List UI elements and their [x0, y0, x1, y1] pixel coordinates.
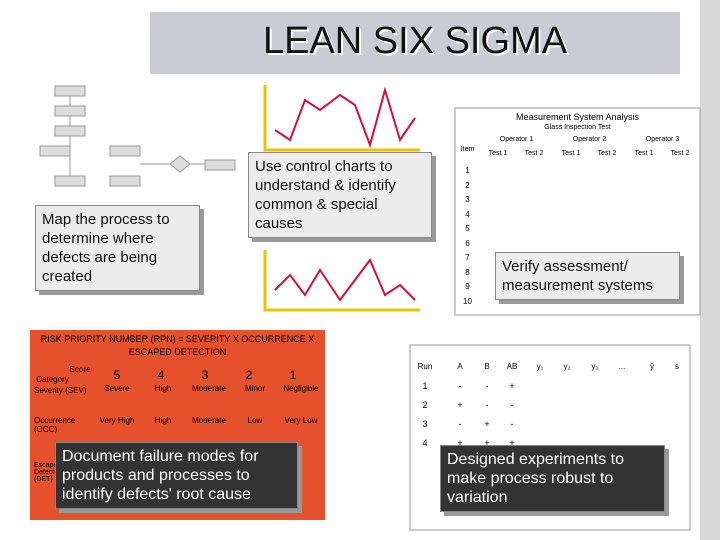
test-header: Test 1: [634, 150, 654, 157]
category: Escaped Detection (DET): [34, 462, 64, 483]
doe-header: y₂: [563, 362, 571, 371]
doe-header: y₃: [591, 362, 599, 371]
score-label: Score: [69, 365, 91, 374]
doe-cell: -: [510, 400, 514, 410]
category: Occurrence (OCC): [34, 416, 76, 434]
doe-header: ȳ: [650, 362, 654, 371]
test-header: Test 1: [561, 150, 581, 157]
callout: Document failure modes for products and …: [55, 442, 298, 509]
doe-cell: +: [484, 438, 490, 448]
score: 5: [113, 368, 121, 382]
item-number: 10: [463, 296, 472, 306]
rating: Moderate: [192, 384, 226, 393]
score: 1: [289, 368, 297, 382]
operator-header: Operator 2: [572, 136, 607, 143]
doe-cell: -: [510, 419, 514, 429]
doe-header: y₁: [536, 362, 544, 371]
item-number: 6: [465, 238, 470, 248]
test-header: Test 1: [488, 150, 508, 157]
category-label: Category: [36, 375, 69, 384]
slide-title: LEAN SIX SIGMA: [262, 20, 568, 62]
item-number: 2: [465, 180, 470, 190]
test-header: Test 2: [524, 150, 544, 157]
rating: Very Low: [284, 416, 318, 425]
rating: Very High: [99, 416, 135, 425]
callout: Map the process to determine where defec…: [35, 205, 200, 291]
doe-header: Run: [417, 362, 433, 371]
item-number: 7: [465, 253, 470, 262]
doe-cell: +: [457, 400, 463, 410]
callout: Use control charts to understand & ident…: [248, 152, 432, 238]
item-number: 1: [465, 166, 470, 175]
callout: Designed experiments to make process rob…: [440, 445, 665, 512]
doe-cell: -: [458, 419, 462, 429]
doe-header: A: [457, 362, 463, 371]
msa-subtitle: Glass Inspection Test: [544, 124, 611, 131]
test-header: Test 2: [670, 150, 690, 157]
score: 4: [157, 368, 165, 382]
item-number: 3: [465, 195, 470, 204]
rating: Moderate: [192, 416, 226, 425]
doe-header: s: [675, 362, 679, 371]
callout: Verify assessment/ measurement systems: [495, 252, 680, 300]
rating: Severe: [104, 384, 130, 393]
rating: High: [154, 416, 172, 425]
doe-cell: -: [458, 381, 462, 391]
score: 2: [245, 368, 253, 382]
doe-header: ...: [618, 362, 626, 371]
operator-header: Operator 3: [645, 136, 680, 143]
doe-cell: +: [457, 438, 463, 448]
doe-cell: 1: [422, 381, 428, 391]
item-number: 5: [465, 224, 470, 233]
test-header: Test 2: [597, 150, 617, 157]
rating: High: [154, 384, 172, 393]
rpn-title: RISK PRIORITY NUMBER (RPN) = SEVERITY X …: [40, 334, 315, 357]
doe-cell: -: [485, 381, 489, 391]
item-number: 8: [465, 267, 470, 277]
rating: Negligible: [283, 384, 319, 393]
doe-cell: 3: [422, 419, 428, 429]
item-header: Item: [460, 146, 475, 153]
doe-cell: 2: [422, 400, 428, 410]
score: 3: [201, 368, 209, 382]
msa-title: Measurement System Analysis: [515, 112, 640, 122]
doe-cell: 4: [422, 438, 428, 448]
item-number: 4: [465, 209, 470, 219]
item-number: 9: [465, 282, 470, 291]
doe-cell: +: [509, 438, 515, 448]
operator-header: Operator 1: [499, 136, 534, 143]
rating: Low: [247, 416, 263, 425]
doe-header: B: [484, 362, 490, 371]
doe-header: AB: [506, 362, 518, 371]
category: Severity (SEV): [34, 386, 87, 395]
doe-cell: -: [485, 400, 489, 410]
rating: Minor: [244, 384, 265, 393]
doe-cell: +: [484, 419, 490, 429]
doe-cell: +: [509, 381, 515, 391]
